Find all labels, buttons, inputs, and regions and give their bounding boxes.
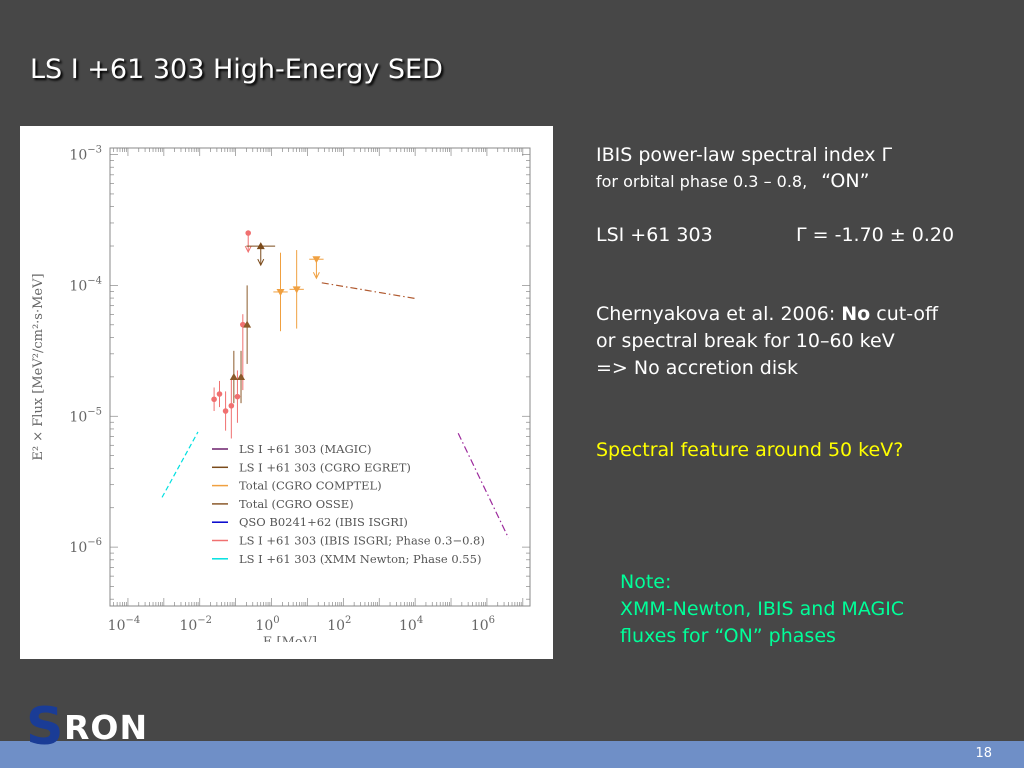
y-tick-label: 10−6: [69, 537, 102, 556]
chernyakova-pre: Chernyakova et al. 2006:: [596, 303, 842, 325]
series-line: [161, 431, 199, 498]
x-label-crop: [110, 642, 530, 659]
data-point: [292, 286, 301, 294]
legend-label: QSO B0241+62 (IBIS ISGRI): [239, 515, 408, 529]
chernyakova-line3: => No accretion disk: [596, 357, 799, 379]
data-point: [245, 230, 252, 236]
source-name: LSI +61 303: [596, 224, 713, 246]
x-tick-label: 102: [327, 615, 351, 634]
chernyakova-line1: Chernyakova et al. 2006: No cut-off: [596, 301, 938, 327]
series-2: [246, 242, 276, 267]
data-point: [256, 242, 265, 250]
data-point: [229, 373, 238, 380]
series-4: [161, 431, 199, 498]
series-5: [457, 433, 510, 539]
series-3: [273, 250, 324, 332]
x-tick-label: 106: [471, 615, 495, 634]
chernyakova-post: cut-off: [870, 303, 939, 325]
upper-limit-arrow: [312, 272, 320, 280]
y-tick-label: 10−3: [69, 145, 102, 164]
legend-label: Total (CGRO COMPTEL): [239, 479, 382, 493]
x-tick-label: 10−4: [108, 615, 141, 634]
upper-limit-arrow: [257, 258, 265, 267]
chernyakova-bold: No: [841, 303, 871, 325]
sed-chart: 10−4 10−2 100 102 104 106 10−3 10−4 10−5 10−6 E² ×…: [20, 126, 553, 659]
data-point: [237, 373, 246, 380]
orbital-phase-text: for orbital phase 0.3 – 0.8,: [596, 172, 808, 191]
page-number: 18: [975, 746, 992, 761]
data-point: [243, 320, 252, 328]
spectral-feature-question: Spectral feature around 50 keV?: [596, 439, 904, 461]
note-label: Note:: [620, 571, 672, 593]
legend-label: LS I +61 303 (MAGIC): [239, 442, 371, 456]
legend-label: Total (CGRO OSSE): [239, 497, 354, 511]
series-0: [211, 230, 252, 439]
y-tick-label: 10−5: [69, 406, 102, 425]
data-point: [234, 393, 241, 400]
y-tick-label: 10−4: [69, 275, 102, 294]
orbital-phase-line: for orbital phase 0.3 – 0.8, “ON”: [596, 168, 869, 195]
x-tick-label: 100: [255, 615, 279, 634]
sed-plot-svg: 10−4 10−2 100 102 104 106 10−3 10−4 10−5 10−6 E² ×…: [31, 145, 531, 659]
legend-label: LS I +61 303 (CGRO EGRET): [239, 460, 411, 474]
note-line2: fluxes for “ON” phases: [620, 625, 836, 647]
series-6: [321, 282, 416, 300]
data-point: [312, 256, 321, 264]
chernyakova-line2: or spectral break for 10–60 keV: [596, 330, 895, 352]
series-line: [321, 282, 416, 300]
logo-s-letter: S: [26, 697, 64, 757]
note-line1: XMM-Newton, IBIS and MAGIC: [620, 598, 905, 620]
footer-bar: [0, 741, 1024, 768]
data-point: [211, 396, 217, 403]
slide-title: LS I +61 303 High-Energy SED: [30, 54, 443, 85]
ibis-index-line: IBIS power-law spectral index Γ: [596, 144, 893, 166]
upper-limit-arrow: [244, 245, 252, 254]
x-tick-label: 10−2: [179, 615, 212, 634]
series-line: [457, 433, 510, 539]
y-axis-label: E² × Flux [MeV²/cm²·s·MeV]: [31, 273, 46, 460]
data-point: [276, 288, 285, 296]
legend-label: LS I +61 303 (IBIS ISGRI; Phase 0.3−0.8): [239, 534, 485, 548]
on-label: “ON”: [821, 170, 870, 192]
gamma-value: Γ = -1.70 ± 0.20: [796, 224, 955, 246]
legend-label: LS I +61 303 (XMM Newton; Phase 0.55): [239, 552, 481, 566]
data-point: [228, 402, 235, 409]
data-point: [216, 391, 223, 397]
x-tick-label: 104: [399, 615, 423, 634]
data-point: [222, 408, 229, 414]
series-1: [229, 285, 252, 404]
logo-ron-text: RON: [64, 708, 149, 747]
